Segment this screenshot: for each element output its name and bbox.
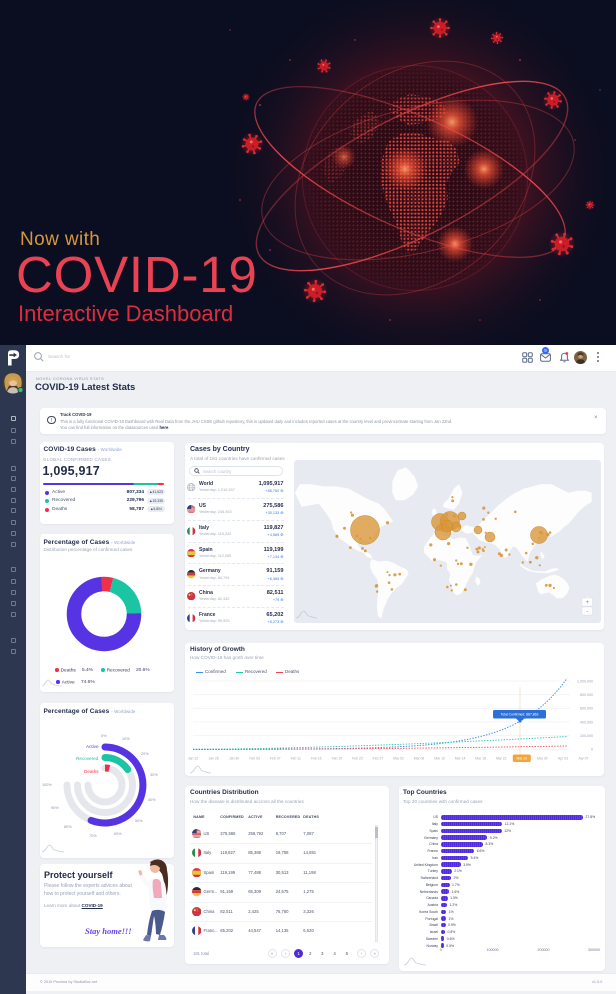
svg-text:Feb 19: Feb 19 <box>332 757 343 761</box>
svg-text:Feb 03: Feb 03 <box>249 757 260 761</box>
svg-text:1,000,000: 1,000,000 <box>577 679 593 683</box>
svg-text:0: 0 <box>591 748 593 752</box>
svg-text:Feb 23: Feb 23 <box>352 757 363 761</box>
svg-text:400,000: 400,000 <box>580 720 593 724</box>
svg-text:Mar 22: Mar 22 <box>496 757 507 761</box>
svg-text:Feb 11: Feb 11 <box>291 757 301 761</box>
svg-text:Apr 07: Apr 07 <box>578 757 588 761</box>
svg-text:Feb 15: Feb 15 <box>311 757 322 761</box>
svg-text:Jan 30: Jan 30 <box>229 757 239 761</box>
svg-text:Mar 26: Mar 26 <box>517 757 528 761</box>
svg-text:Feb 27: Feb 27 <box>373 757 384 761</box>
svg-text:Mar 18: Mar 18 <box>475 757 486 761</box>
svg-text:600,000: 600,000 <box>580 707 593 711</box>
svg-text:Mar 06: Mar 06 <box>414 757 425 761</box>
svg-text:Feb 07: Feb 07 <box>270 757 281 761</box>
svg-text:-: - <box>586 609 588 615</box>
svg-text:Jan 22: Jan 22 <box>188 757 198 761</box>
svg-text:200,000: 200,000 <box>580 734 593 738</box>
svg-text:Total Confirmed: 887,863: Total Confirmed: 887,863 <box>501 713 539 717</box>
svg-text:+: + <box>585 600 589 606</box>
svg-text:Apr 03: Apr 03 <box>558 757 568 761</box>
svg-text:Mar 14: Mar 14 <box>455 757 466 761</box>
svg-text:Mar 30: Mar 30 <box>537 757 548 761</box>
svg-text:Mar 02: Mar 02 <box>393 757 404 761</box>
svg-text:Mar 10: Mar 10 <box>434 757 445 761</box>
svg-text:Jan 26: Jan 26 <box>208 757 218 761</box>
svg-text:800,000: 800,000 <box>580 693 593 697</box>
